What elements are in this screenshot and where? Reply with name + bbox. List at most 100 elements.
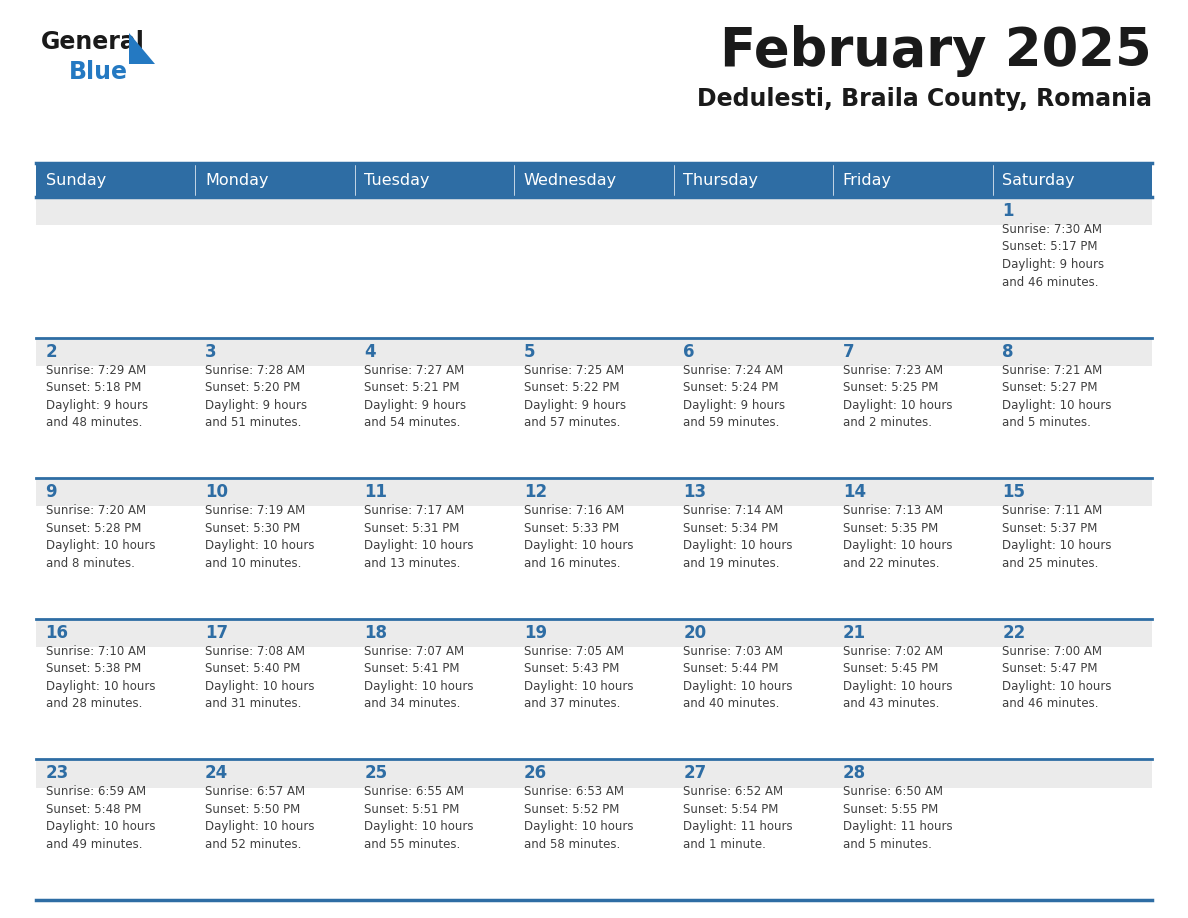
- Bar: [355, 163, 514, 197]
- Bar: [833, 225, 992, 338]
- Text: Dedulesti, Braila County, Romania: Dedulesti, Braila County, Romania: [697, 87, 1152, 111]
- Text: Friday: Friday: [842, 173, 892, 187]
- Text: Sunrise: 7:30 AM
Sunset: 5:17 PM
Daylight: 9 hours
and 46 minutes.: Sunrise: 7:30 AM Sunset: 5:17 PM Dayligh…: [1003, 223, 1105, 288]
- Text: 1: 1: [1003, 202, 1013, 220]
- Text: Tuesday: Tuesday: [365, 173, 430, 187]
- Bar: [514, 478, 674, 619]
- Text: Sunrise: 7:28 AM
Sunset: 5:20 PM
Daylight: 9 hours
and 51 minutes.: Sunrise: 7:28 AM Sunset: 5:20 PM Dayligh…: [206, 364, 308, 429]
- Text: Sunrise: 7:00 AM
Sunset: 5:47 PM
Daylight: 10 hours
and 46 minutes.: Sunrise: 7:00 AM Sunset: 5:47 PM Dayligh…: [1003, 644, 1112, 711]
- Text: Sunrise: 7:13 AM
Sunset: 5:35 PM
Daylight: 10 hours
and 22 minutes.: Sunrise: 7:13 AM Sunset: 5:35 PM Dayligh…: [842, 504, 953, 570]
- Bar: [833, 338, 992, 478]
- Text: 24: 24: [206, 765, 228, 782]
- Text: 9: 9: [45, 483, 57, 501]
- Text: Sunrise: 7:19 AM
Sunset: 5:30 PM
Daylight: 10 hours
and 10 minutes.: Sunrise: 7:19 AM Sunset: 5:30 PM Dayligh…: [206, 504, 315, 570]
- Bar: [992, 197, 1152, 338]
- Text: Thursday: Thursday: [683, 173, 758, 187]
- Text: 11: 11: [365, 483, 387, 501]
- Bar: [36, 225, 196, 338]
- Bar: [36, 338, 196, 478]
- Text: February 2025: February 2025: [720, 25, 1152, 77]
- Bar: [196, 197, 355, 338]
- Bar: [992, 647, 1152, 759]
- Text: 16: 16: [45, 624, 69, 642]
- Bar: [992, 163, 1152, 197]
- Text: 4: 4: [365, 342, 377, 361]
- Bar: [196, 647, 355, 759]
- Bar: [36, 507, 196, 619]
- Text: 5: 5: [524, 342, 536, 361]
- Bar: [833, 197, 992, 338]
- Bar: [674, 365, 833, 478]
- Bar: [674, 647, 833, 759]
- Bar: [355, 788, 514, 900]
- Bar: [514, 338, 674, 478]
- Bar: [355, 225, 514, 338]
- Text: Sunday: Sunday: [45, 173, 106, 187]
- Bar: [992, 507, 1152, 619]
- Text: Sunrise: 7:11 AM
Sunset: 5:37 PM
Daylight: 10 hours
and 25 minutes.: Sunrise: 7:11 AM Sunset: 5:37 PM Dayligh…: [1003, 504, 1112, 570]
- Bar: [36, 163, 196, 197]
- Bar: [514, 365, 674, 478]
- Bar: [355, 619, 514, 759]
- Text: 23: 23: [45, 765, 69, 782]
- Text: Sunrise: 7:21 AM
Sunset: 5:27 PM
Daylight: 10 hours
and 5 minutes.: Sunrise: 7:21 AM Sunset: 5:27 PM Dayligh…: [1003, 364, 1112, 429]
- Bar: [36, 197, 196, 338]
- Bar: [514, 225, 674, 338]
- Bar: [196, 507, 355, 619]
- Text: 26: 26: [524, 765, 546, 782]
- Bar: [36, 365, 196, 478]
- Bar: [196, 478, 355, 619]
- Text: 15: 15: [1003, 483, 1025, 501]
- Text: 6: 6: [683, 342, 695, 361]
- Bar: [674, 338, 833, 478]
- Bar: [674, 225, 833, 338]
- Text: Sunrise: 6:57 AM
Sunset: 5:50 PM
Daylight: 10 hours
and 52 minutes.: Sunrise: 6:57 AM Sunset: 5:50 PM Dayligh…: [206, 786, 315, 851]
- Text: General: General: [42, 30, 145, 54]
- Text: 13: 13: [683, 483, 707, 501]
- Bar: [674, 507, 833, 619]
- Text: Sunrise: 7:24 AM
Sunset: 5:24 PM
Daylight: 9 hours
and 59 minutes.: Sunrise: 7:24 AM Sunset: 5:24 PM Dayligh…: [683, 364, 785, 429]
- Bar: [833, 163, 992, 197]
- Text: 7: 7: [842, 342, 854, 361]
- Bar: [514, 759, 674, 900]
- Bar: [992, 788, 1152, 900]
- Text: 21: 21: [842, 624, 866, 642]
- Text: 20: 20: [683, 624, 707, 642]
- Polygon shape: [129, 33, 154, 64]
- Bar: [36, 478, 196, 619]
- Bar: [355, 507, 514, 619]
- Text: 28: 28: [842, 765, 866, 782]
- Text: 22: 22: [1003, 624, 1025, 642]
- Bar: [36, 759, 196, 900]
- Bar: [992, 225, 1152, 338]
- Text: Sunrise: 7:05 AM
Sunset: 5:43 PM
Daylight: 10 hours
and 37 minutes.: Sunrise: 7:05 AM Sunset: 5:43 PM Dayligh…: [524, 644, 633, 711]
- Text: Sunrise: 6:55 AM
Sunset: 5:51 PM
Daylight: 10 hours
and 55 minutes.: Sunrise: 6:55 AM Sunset: 5:51 PM Dayligh…: [365, 786, 474, 851]
- Bar: [514, 788, 674, 900]
- Bar: [36, 619, 196, 759]
- Bar: [833, 478, 992, 619]
- Bar: [833, 759, 992, 900]
- Text: Sunrise: 7:29 AM
Sunset: 5:18 PM
Daylight: 9 hours
and 48 minutes.: Sunrise: 7:29 AM Sunset: 5:18 PM Dayligh…: [45, 364, 147, 429]
- Bar: [36, 788, 196, 900]
- Text: 19: 19: [524, 624, 546, 642]
- Bar: [355, 647, 514, 759]
- Text: Sunrise: 7:16 AM
Sunset: 5:33 PM
Daylight: 10 hours
and 16 minutes.: Sunrise: 7:16 AM Sunset: 5:33 PM Dayligh…: [524, 504, 633, 570]
- Bar: [833, 507, 992, 619]
- Bar: [196, 788, 355, 900]
- Text: Blue: Blue: [69, 60, 128, 84]
- Bar: [355, 478, 514, 619]
- Text: 3: 3: [206, 342, 216, 361]
- Text: Sunrise: 6:52 AM
Sunset: 5:54 PM
Daylight: 11 hours
and 1 minute.: Sunrise: 6:52 AM Sunset: 5:54 PM Dayligh…: [683, 786, 792, 851]
- Text: 12: 12: [524, 483, 546, 501]
- Text: 17: 17: [206, 624, 228, 642]
- Bar: [355, 759, 514, 900]
- Text: Sunrise: 7:08 AM
Sunset: 5:40 PM
Daylight: 10 hours
and 31 minutes.: Sunrise: 7:08 AM Sunset: 5:40 PM Dayligh…: [206, 644, 315, 711]
- Text: Saturday: Saturday: [1003, 173, 1075, 187]
- Bar: [196, 759, 355, 900]
- Text: Sunrise: 7:03 AM
Sunset: 5:44 PM
Daylight: 10 hours
and 40 minutes.: Sunrise: 7:03 AM Sunset: 5:44 PM Dayligh…: [683, 644, 792, 711]
- Bar: [355, 338, 514, 478]
- Bar: [196, 338, 355, 478]
- Bar: [514, 197, 674, 338]
- Text: Sunrise: 6:53 AM
Sunset: 5:52 PM
Daylight: 10 hours
and 58 minutes.: Sunrise: 6:53 AM Sunset: 5:52 PM Dayligh…: [524, 786, 633, 851]
- Text: Wednesday: Wednesday: [524, 173, 617, 187]
